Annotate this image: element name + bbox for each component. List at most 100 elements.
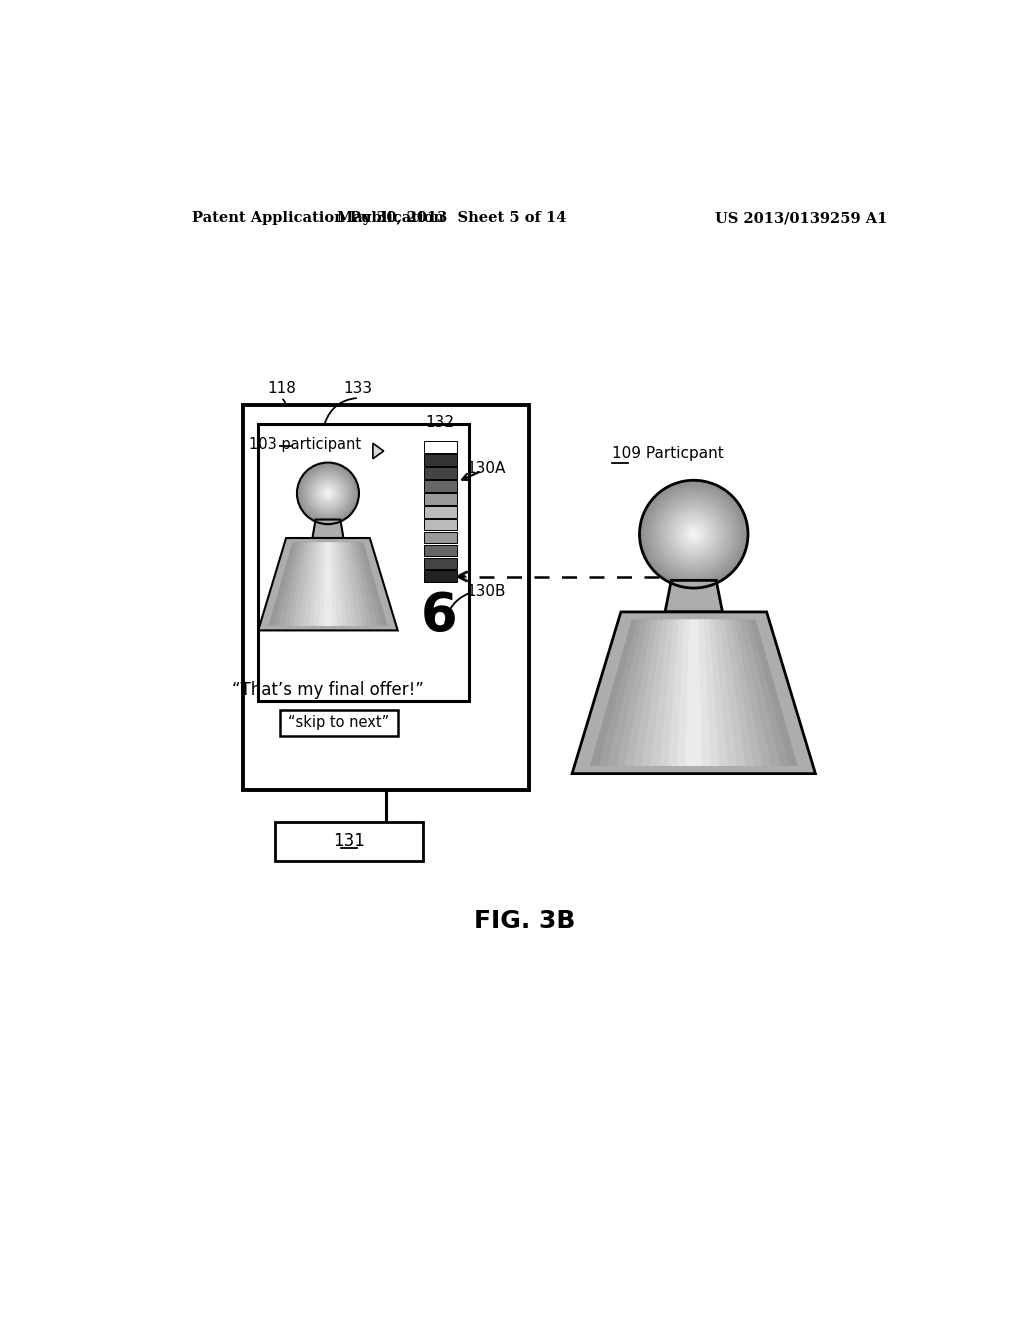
Circle shape <box>318 484 337 503</box>
Circle shape <box>321 486 335 500</box>
Circle shape <box>676 516 712 552</box>
Polygon shape <box>303 543 352 626</box>
Text: “That’s my final offer!”: “That’s my final offer!” <box>232 681 424 698</box>
Circle shape <box>305 471 350 516</box>
Text: 130B: 130B <box>466 583 506 599</box>
Polygon shape <box>308 543 347 626</box>
Bar <box>424 545 457 557</box>
Circle shape <box>302 467 353 519</box>
Polygon shape <box>616 619 771 766</box>
Circle shape <box>310 477 345 511</box>
Bar <box>258 424 469 701</box>
Bar <box>243 405 529 789</box>
Bar <box>424 570 457 582</box>
Circle shape <box>650 491 737 577</box>
Circle shape <box>674 515 714 554</box>
Text: 132: 132 <box>426 416 455 430</box>
Circle shape <box>312 478 343 508</box>
Circle shape <box>308 474 347 513</box>
Circle shape <box>325 490 331 496</box>
Circle shape <box>663 504 725 565</box>
Circle shape <box>690 531 697 537</box>
Polygon shape <box>313 543 343 626</box>
Circle shape <box>681 521 707 546</box>
Circle shape <box>306 471 349 515</box>
Circle shape <box>324 490 332 498</box>
Circle shape <box>692 532 695 536</box>
Polygon shape <box>284 543 372 626</box>
Circle shape <box>686 527 701 541</box>
Circle shape <box>688 529 699 540</box>
Bar <box>275 822 423 861</box>
Circle shape <box>297 462 359 524</box>
Polygon shape <box>273 543 382 626</box>
Circle shape <box>299 465 357 523</box>
Circle shape <box>307 473 348 513</box>
Text: FIG. 3B: FIG. 3B <box>474 908 575 933</box>
Text: 6: 6 <box>421 590 457 642</box>
Text: US 2013/0139259 A1: US 2013/0139259 A1 <box>715 211 887 226</box>
Text: “skip to next”: “skip to next” <box>288 715 389 730</box>
Circle shape <box>315 480 340 506</box>
Text: Patent Application Publication: Patent Application Publication <box>191 211 443 226</box>
Text: 118: 118 <box>267 381 296 396</box>
Polygon shape <box>318 543 337 626</box>
Circle shape <box>647 487 740 581</box>
Circle shape <box>322 487 334 499</box>
Bar <box>424 454 457 466</box>
Circle shape <box>652 492 735 576</box>
Circle shape <box>304 470 351 517</box>
Polygon shape <box>665 581 722 612</box>
Circle shape <box>667 507 721 561</box>
Polygon shape <box>642 619 745 766</box>
Circle shape <box>313 479 342 508</box>
Circle shape <box>316 482 339 504</box>
Bar <box>424 557 457 569</box>
Circle shape <box>326 491 330 495</box>
Polygon shape <box>633 619 755 766</box>
Circle shape <box>678 517 710 550</box>
Polygon shape <box>669 619 719 766</box>
Polygon shape <box>607 619 780 766</box>
Circle shape <box>669 510 719 560</box>
Circle shape <box>314 480 341 507</box>
Circle shape <box>643 484 744 585</box>
Circle shape <box>662 502 726 566</box>
Text: 109 Particpant: 109 Particpant <box>611 446 723 461</box>
Polygon shape <box>373 444 384 459</box>
Polygon shape <box>279 543 378 626</box>
Circle shape <box>319 486 336 502</box>
Bar <box>424 480 457 491</box>
Bar <box>424 519 457 531</box>
Polygon shape <box>572 612 815 774</box>
Polygon shape <box>324 543 333 626</box>
Circle shape <box>323 488 333 499</box>
Polygon shape <box>258 539 397 631</box>
Bar <box>424 506 457 517</box>
Circle shape <box>311 477 344 510</box>
Circle shape <box>300 466 356 521</box>
Polygon shape <box>659 619 728 766</box>
Circle shape <box>655 496 732 572</box>
Circle shape <box>683 524 705 545</box>
Bar <box>424 441 457 453</box>
Bar <box>424 492 457 504</box>
Circle shape <box>309 475 346 512</box>
Bar <box>424 532 457 544</box>
Circle shape <box>685 525 702 543</box>
Circle shape <box>303 469 352 517</box>
Text: 131: 131 <box>333 833 365 850</box>
Circle shape <box>301 467 355 520</box>
Polygon shape <box>312 520 343 539</box>
Polygon shape <box>293 543 362 626</box>
Bar <box>424 467 457 479</box>
Polygon shape <box>299 543 357 626</box>
Circle shape <box>672 512 716 556</box>
Polygon shape <box>590 619 798 766</box>
Text: 130A: 130A <box>466 461 505 477</box>
Polygon shape <box>677 619 711 766</box>
Circle shape <box>654 495 733 574</box>
Circle shape <box>657 498 730 570</box>
Circle shape <box>641 482 746 586</box>
Polygon shape <box>598 619 790 766</box>
